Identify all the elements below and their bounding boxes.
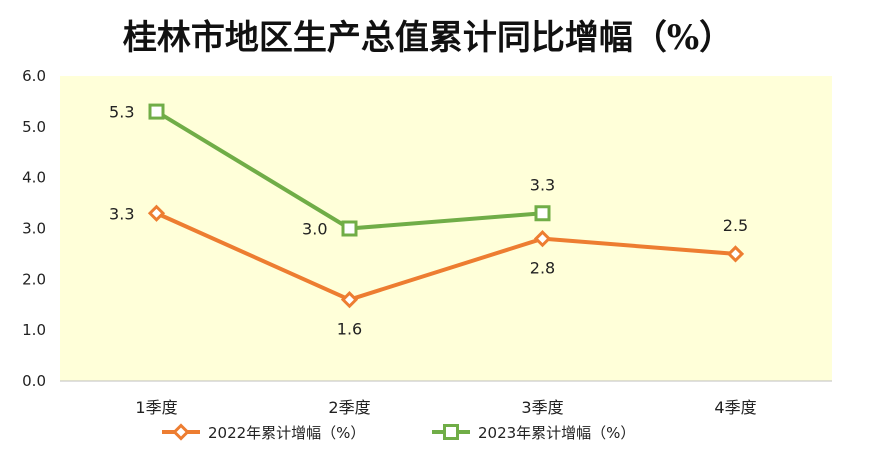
chart-title: 桂林市地区生产总值累计同比增幅（%）: [123, 18, 733, 58]
x-tick-label-2: 3季度: [521, 398, 563, 417]
data-label-1-0: 5.3: [109, 103, 134, 122]
y-tick-label-1: 1.0: [22, 321, 46, 339]
y-tick-label-4: 4.0: [22, 169, 46, 187]
y-tick-label-2: 2.0: [22, 270, 46, 288]
series-1-point-1: [341, 220, 358, 237]
data-label-0-1: 1.6: [337, 320, 362, 339]
legend-marker-0: [172, 423, 190, 441]
series-0-point-2: [533, 230, 552, 248]
data-label-0-0: 3.3: [109, 204, 134, 223]
y-tick-label-0: 0.0: [22, 372, 46, 390]
data-label-1-2: 3.3: [530, 175, 555, 194]
data-label-1-1: 3.0: [302, 220, 327, 239]
series-1-point-0: [148, 103, 165, 120]
series-0-point-1: [340, 291, 359, 309]
series-0-point-0: [147, 204, 166, 222]
series-0-line: [155, 211, 736, 302]
legend-label-0: 2022年累计增幅（%）: [208, 424, 365, 442]
data-label-0-3: 2.5: [723, 216, 748, 235]
series-0-point-3: [726, 245, 745, 263]
series-1: 5.3 3.0 3.3: [109, 103, 555, 239]
data-label-0-2: 2.8: [530, 259, 555, 278]
series-1-point-2: [534, 205, 551, 222]
x-tick-label-1: 2季度: [328, 398, 370, 417]
series-0: 3.3 1.6 2.8 2.5: [109, 204, 748, 338]
x-tick-label-3: 4季度: [714, 398, 756, 417]
legend-item-0: 2022年累计增幅（%）: [162, 423, 365, 442]
legend-item-1: 2023年累计增幅（%）: [432, 424, 635, 442]
y-tick-label-6: 6.0: [22, 67, 46, 85]
x-tick-label-0: 1季度: [135, 398, 177, 417]
y-tick-label-5: 5.0: [22, 118, 46, 136]
legend-label-1: 2023年累计增幅（%）: [478, 424, 635, 442]
y-tick-label-3: 3.0: [22, 220, 46, 238]
legend-marker-1: [443, 424, 459, 440]
